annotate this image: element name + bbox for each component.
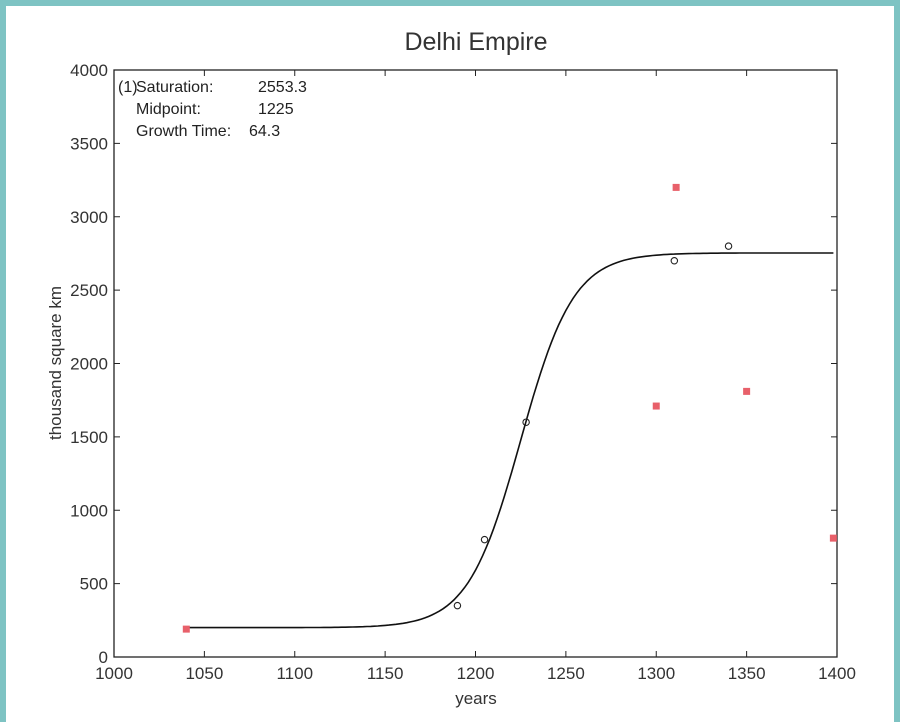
- saturation-label: Saturation:: [136, 79, 213, 96]
- x-tick-label: 1250: [547, 664, 585, 683]
- y-tick-label: 500: [80, 575, 108, 594]
- circle-data-point: [480, 535, 489, 544]
- x-tick-label: 1300: [637, 664, 675, 683]
- data-points: [182, 183, 837, 633]
- x-tick-label: 1000: [95, 664, 133, 683]
- x-tick-label: 1200: [457, 664, 495, 683]
- circle-data-point: [453, 601, 462, 610]
- x-tick-label: 1150: [367, 664, 404, 683]
- square-data-point: [829, 534, 837, 542]
- logistic-fit-chart: Delhi Empire 1000 1050 1100 1150 1200 1250 130…: [46, 28, 856, 708]
- growth-time-value: 64.3: [249, 123, 280, 140]
- growth-time-label: Growth Time:: [136, 123, 231, 140]
- x-tick-label: 1350: [728, 664, 766, 683]
- y-tick-label: 4000: [70, 61, 108, 80]
- y-tick-label: 3000: [70, 208, 108, 227]
- x-axis-label: years: [455, 689, 497, 708]
- square-data-point: [743, 387, 751, 395]
- y-tick-label: 2500: [70, 281, 108, 300]
- y-tick-label: 1500: [70, 428, 108, 447]
- y-tick-label: 3500: [70, 134, 108, 153]
- fit-parameters-annotation: (1) Saturation: 2553.3 Midpoint: 1225 Gr…: [118, 79, 307, 140]
- circle-data-point: [522, 418, 530, 426]
- x-tick-label: 1400: [818, 664, 856, 683]
- chart-title: Delhi Empire: [404, 28, 547, 56]
- x-tick-label: 1050: [185, 664, 223, 683]
- square-data-point: [652, 402, 660, 410]
- axis-ticks: 1000 1050 1100 1150 1200 1250 1300 1350 1400 0 500…: [70, 61, 856, 683]
- x-tick-label: 1100: [276, 664, 313, 683]
- midpoint-label: Midpoint:: [136, 101, 201, 118]
- annotation-marker: (1): [118, 79, 138, 96]
- y-tick-label: 0: [99, 648, 108, 667]
- fit-curve-layer: [186, 252, 834, 629]
- square-data-point: [672, 183, 680, 191]
- circle-data-point: [670, 257, 679, 265]
- square-data-point: [182, 625, 190, 633]
- midpoint-value: 1225: [258, 101, 294, 118]
- circle-data-point: [724, 242, 733, 250]
- y-axis-label: thousand square km: [46, 286, 65, 440]
- saturation-value: 2553.3: [258, 79, 307, 96]
- y-tick-label: 1000: [70, 501, 108, 520]
- y-tick-label: 2000: [70, 355, 108, 374]
- logistic-fit-line: [186, 252, 834, 629]
- chart-frame: Delhi Empire 1000 1050 1100 1150 1200 1250 130…: [6, 6, 894, 722]
